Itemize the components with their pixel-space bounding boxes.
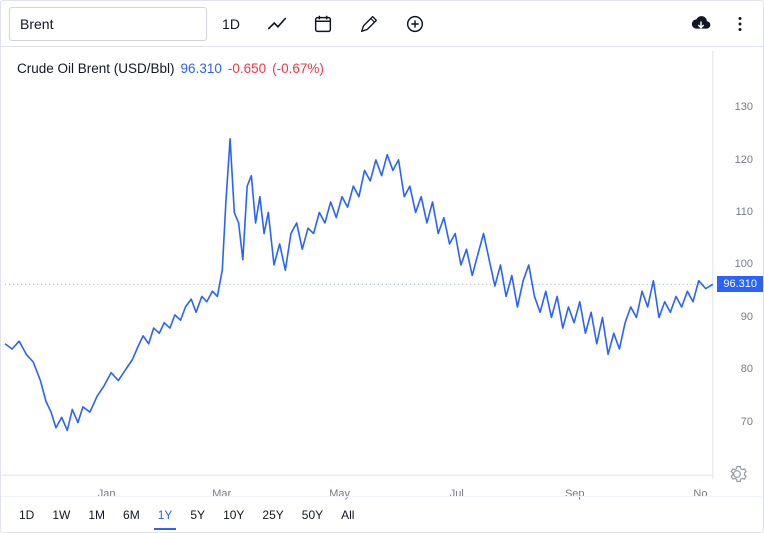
range-button-25y[interactable]: 25Y	[254, 504, 291, 526]
dots-vertical-icon	[729, 13, 751, 35]
cloud-download-icon	[690, 13, 712, 35]
gear-icon	[727, 464, 747, 484]
plus-circle-icon	[404, 13, 426, 35]
range-button-1d[interactable]: 1D	[11, 504, 42, 526]
chart-settings-button[interactable]	[723, 460, 751, 488]
range-button-1m[interactable]: 1M	[80, 504, 113, 526]
y-tick: 90	[741, 311, 753, 323]
price-change: -0.650	[228, 61, 266, 76]
range-button-50y[interactable]: 50Y	[294, 504, 331, 526]
range-button-all[interactable]: All	[333, 504, 362, 526]
date-range-button[interactable]	[301, 7, 345, 41]
line-chart-icon	[266, 13, 288, 35]
draw-button[interactable]	[347, 7, 391, 41]
range-button-1w[interactable]: 1W	[44, 504, 78, 526]
more-button[interactable]	[725, 7, 755, 41]
y-tick: 120	[735, 154, 753, 166]
symbol-name: Crude Oil Brent (USD/Bbl)	[17, 61, 175, 76]
y-tick: 110	[735, 206, 753, 218]
price-change-pct: (-0.67%)	[272, 61, 324, 76]
chart-area[interactable]: 708090100110120130 JanMarMayJulSepNo 96.…	[1, 47, 763, 496]
y-tick: 130	[735, 101, 753, 113]
chart-style-button[interactable]	[255, 7, 299, 41]
last-price: 96.310	[181, 61, 222, 76]
download-button[interactable]	[679, 7, 723, 41]
pencil-icon	[358, 13, 380, 35]
y-tick: 70	[741, 416, 753, 428]
range-button-5y[interactable]: 5Y	[182, 504, 213, 526]
chart-widget: 1D Crude Oil Brent (USD/Bbl) 96.310 -0.6…	[0, 0, 764, 533]
current-price-label: 96.310	[717, 276, 763, 292]
interval-button[interactable]: 1D	[209, 7, 253, 41]
compare-button[interactable]	[393, 7, 437, 41]
chart-svg	[1, 47, 763, 499]
range-button-6m[interactable]: 6M	[115, 504, 148, 526]
symbol-header: Crude Oil Brent (USD/Bbl) 96.310 -0.650 …	[17, 61, 324, 76]
range-button-10y[interactable]: 10Y	[215, 504, 252, 526]
y-tick: 80	[741, 363, 753, 375]
calendar-icon	[312, 13, 334, 35]
y-tick: 100	[735, 258, 753, 270]
symbol-input[interactable]	[9, 7, 207, 41]
range-button-1y[interactable]: 1Y	[150, 504, 181, 526]
toolbar: 1D	[1, 1, 763, 47]
range-bar: 1D1W1M6M1Y5Y10Y25Y50YAll	[1, 496, 763, 532]
